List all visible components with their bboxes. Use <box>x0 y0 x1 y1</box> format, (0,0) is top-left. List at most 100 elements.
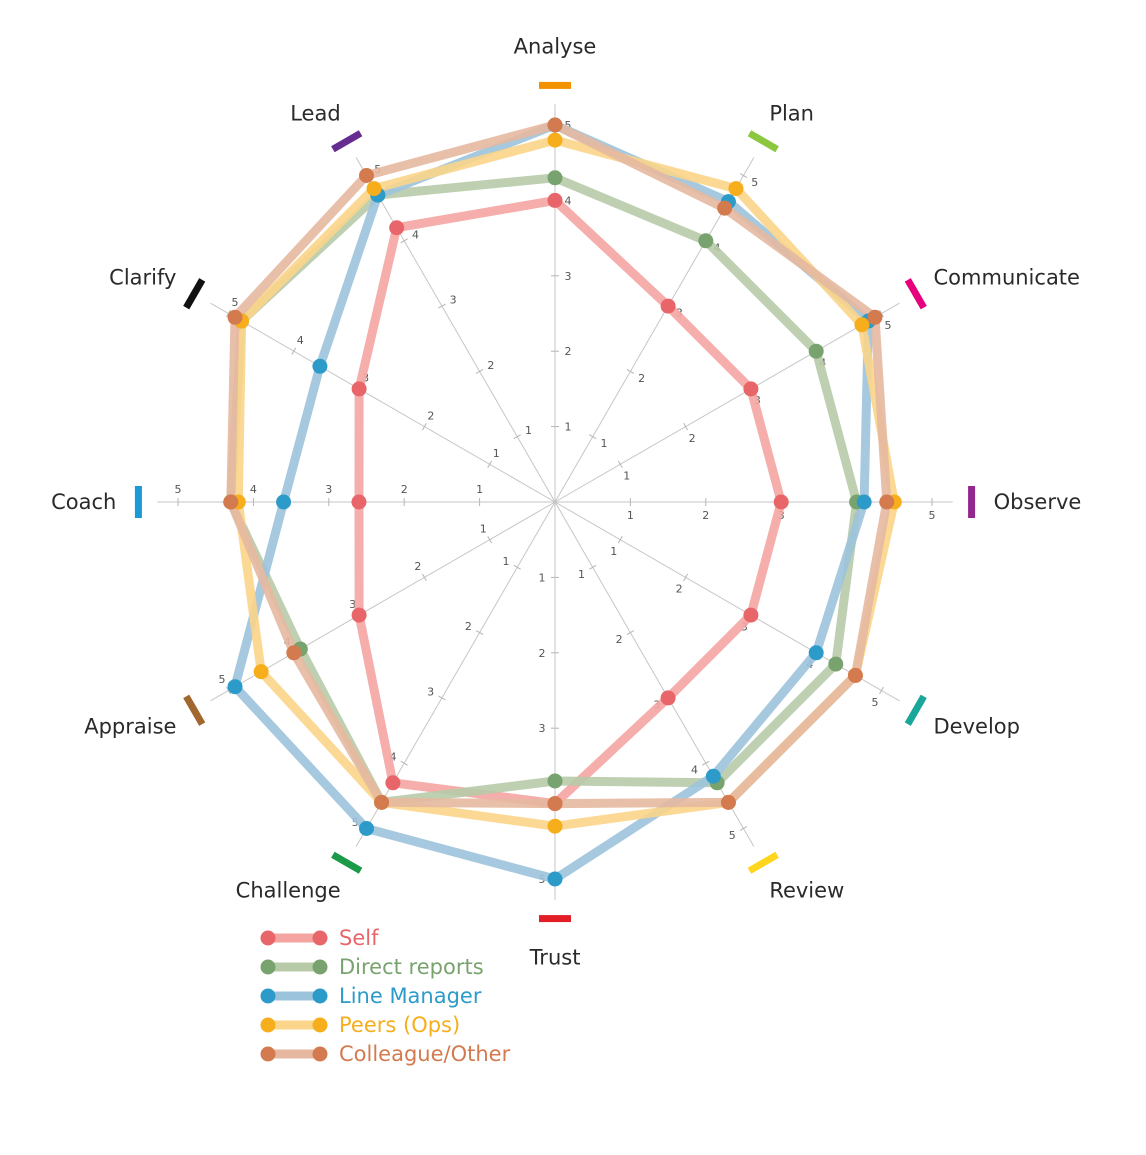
legend-label-self: Self <box>339 926 379 950</box>
tick-label: 1 <box>610 545 617 558</box>
data-point-self-lead <box>389 220 405 236</box>
tick-label: 3 <box>539 722 546 735</box>
tick-label: 1 <box>578 568 585 581</box>
tick-mark <box>438 695 446 701</box>
tick-label: 5 <box>871 696 878 709</box>
data-point-colleague-other-analyse <box>547 117 563 133</box>
labels-layer: Analyse Plan Communicate Observe Develop Revi… <box>51 34 1081 969</box>
data-point-self-analyse <box>547 192 563 208</box>
data-point-colleague-other-lead <box>359 168 374 184</box>
tick-label: 2 <box>487 359 494 372</box>
data-point-line-manager-appraise <box>227 679 243 695</box>
tick-label: 1 <box>493 447 500 460</box>
tick-mark <box>421 422 427 431</box>
tick-mark <box>626 368 635 374</box>
tick-label: 2 <box>616 633 623 646</box>
axis-label-observe: Observe <box>994 490 1082 514</box>
tick-label: 1 <box>627 509 634 522</box>
axis-color-bar-plan <box>747 130 779 153</box>
data-point-line-manager-clarify <box>312 358 328 374</box>
data-point-colleague-other-challenge <box>374 794 390 810</box>
axis-color-bar-coach <box>134 485 142 518</box>
data-point-line-manager-develop <box>808 645 824 661</box>
data-point-colleague-other-review <box>720 794 736 810</box>
data-point-self-clarify <box>351 381 367 397</box>
tick-mark <box>475 368 484 374</box>
tick-label: 5 <box>884 319 891 332</box>
axis-label-appraise: Appraise <box>84 714 176 738</box>
tick-mark <box>487 535 493 544</box>
tick-label: 1 <box>525 424 532 437</box>
axis-color-bar-analyse <box>539 81 571 89</box>
data-point-line-manager-review <box>705 768 721 784</box>
tick-label: 3 <box>450 294 457 307</box>
tick-mark <box>487 460 493 469</box>
tick-label: 3 <box>349 598 356 611</box>
axis-color-bar-communicate <box>904 278 927 310</box>
axis-color-bar-trust <box>539 915 571 923</box>
tick-label: 4 <box>412 228 419 241</box>
axis-label-review: Review <box>769 879 844 903</box>
axis-label-challenge: Challenge <box>236 879 341 903</box>
legend-marker-direct-reports <box>312 959 328 975</box>
tick-label: 2 <box>702 509 709 522</box>
tick-label: 2 <box>465 620 472 633</box>
data-point-self-review <box>660 690 676 706</box>
tick-label: 5 <box>929 509 936 522</box>
tick-label: 5 <box>565 119 572 132</box>
data-point-peers-ops-plan <box>728 181 744 197</box>
data-point-self-appraise <box>351 607 367 623</box>
tick-mark <box>513 564 522 570</box>
data-point-self-coach <box>351 494 367 510</box>
legend-marker-peers-ops <box>312 1017 328 1033</box>
axis-label-plan: Plan <box>769 101 814 125</box>
data-point-colleague-other-plan <box>717 200 733 216</box>
tick-label: 4 <box>250 483 257 496</box>
legend-label-line-manager: Line Manager <box>339 984 482 1008</box>
data-point-self-observe <box>773 494 789 510</box>
data-point-colleague-other-trust <box>547 796 563 812</box>
tick-mark <box>588 434 597 440</box>
axis-line-lead <box>355 157 556 503</box>
legend-marker-peers-ops <box>260 1017 276 1033</box>
axis-color-bar-lead <box>331 130 363 153</box>
data-point-direct-reports-plan <box>698 233 714 249</box>
tick-label: 1 <box>480 522 487 535</box>
data-point-peers-ops-appraise <box>253 664 269 680</box>
axis-color-bar-clarify <box>183 278 206 310</box>
tick-mark <box>588 564 597 570</box>
tick-label: 2 <box>539 647 546 660</box>
tick-label: 4 <box>389 751 396 764</box>
data-point-line-manager-trust <box>547 871 563 887</box>
tick-label: 2 <box>427 409 434 422</box>
tick-label: 1 <box>539 571 546 584</box>
legend-layer: Self Direct reports Line Manager Peers (Ops… <box>260 926 511 1066</box>
tick-label: 3 <box>565 270 572 283</box>
data-point-self-challenge <box>385 775 401 791</box>
tick-label: 2 <box>689 432 696 445</box>
data-point-direct-reports-develop <box>828 656 844 672</box>
tick-mark <box>879 309 884 318</box>
data-point-line-manager-challenge <box>359 820 374 836</box>
data-point-self-develop <box>743 607 759 623</box>
tick-mark <box>683 573 689 582</box>
tick-mark <box>626 630 635 636</box>
tick-label: 3 <box>325 483 332 496</box>
data-point-self-communicate <box>743 381 759 397</box>
tick-label: 2 <box>565 345 572 358</box>
legend-marker-line-manager <box>312 988 328 1004</box>
data-point-line-manager-coach <box>276 494 292 510</box>
axis-color-bar-appraise <box>183 694 206 726</box>
data-point-self-plan <box>660 298 676 314</box>
tick-mark <box>421 573 427 582</box>
legend-marker-self <box>260 930 276 946</box>
tick-label: 4 <box>297 334 304 347</box>
tick-label: 5 <box>729 829 736 842</box>
legend-marker-line-manager <box>260 988 276 1004</box>
tick-label: 1 <box>623 470 630 483</box>
tick-label: 4 <box>691 764 698 777</box>
legend-marker-self <box>312 930 328 946</box>
tick-label: 2 <box>638 372 645 385</box>
tick-label: 1 <box>565 421 572 434</box>
axis-color-bar-develop <box>904 694 927 726</box>
